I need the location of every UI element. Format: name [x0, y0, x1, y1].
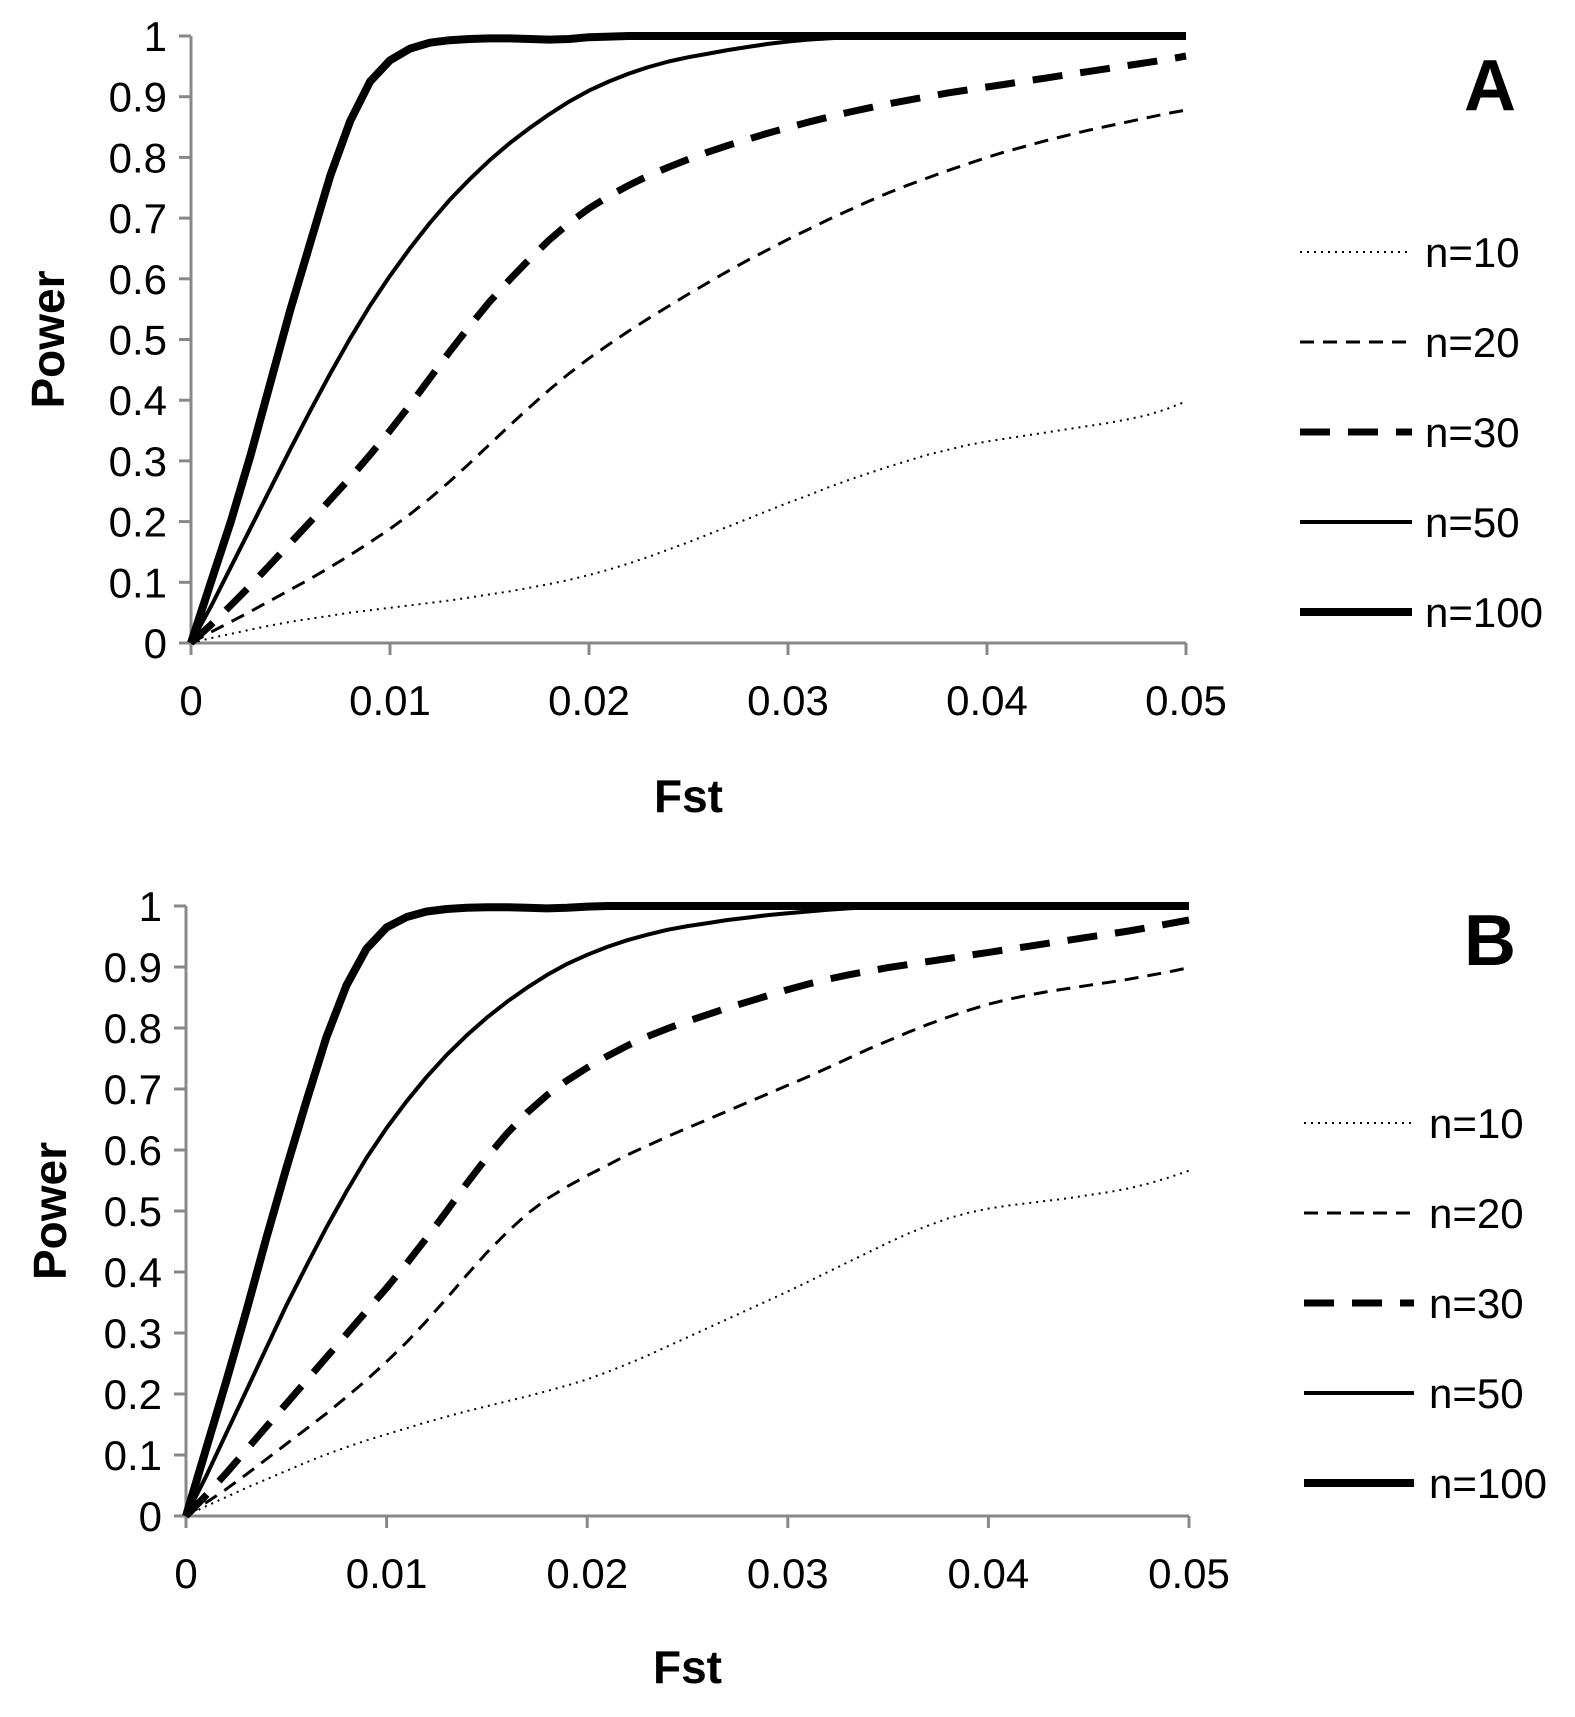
- y-axis-title: Power: [22, 270, 74, 408]
- legend-label: n=50: [1425, 499, 1520, 546]
- y-tick-label: 1: [139, 883, 162, 930]
- y-tick-label: 0: [139, 1493, 162, 1540]
- series-line-n-50: [189, 34, 1186, 644]
- x-tick-label: 0.02: [546, 1550, 628, 1597]
- y-tick-label: 0.1: [109, 559, 167, 606]
- y-tick-label: 0.9: [104, 944, 162, 991]
- legend-label: n=30: [1429, 1280, 1524, 1327]
- y-tick-label: 0.2: [109, 499, 167, 546]
- y-axis-title: Power: [24, 1142, 76, 1280]
- x-tick-label: 0.04: [946, 677, 1028, 724]
- series-line-n-100: [187, 32, 1186, 645]
- x-tick-label: 0.01: [346, 1550, 428, 1597]
- y-tick-label: 0.2: [104, 1371, 162, 1418]
- legend-label: n=100: [1429, 1460, 1547, 1507]
- x-tick-label: 0: [179, 677, 202, 724]
- x-tick-label: 0: [174, 1550, 197, 1597]
- x-tick-label: 0.02: [548, 677, 630, 724]
- x-tick-label: 0.03: [747, 677, 829, 724]
- panel-letter: A: [1464, 46, 1516, 126]
- y-tick-label: 0.1: [104, 1432, 162, 1479]
- x-tick-label: 0.01: [349, 677, 431, 724]
- y-tick-label: 0.9: [109, 74, 167, 121]
- legend-label: n=20: [1429, 1190, 1524, 1237]
- legend-label: n=10: [1425, 229, 1520, 276]
- series-line-n-10: [190, 400, 1187, 644]
- x-tick-label: 0.05: [1145, 677, 1227, 724]
- y-tick-label: 0.6: [104, 1127, 162, 1174]
- legend-label: n=10: [1429, 1100, 1524, 1147]
- series-line-n-20: [185, 966, 1190, 1518]
- y-tick-label: 0.8: [109, 134, 167, 181]
- x-tick-label: 0.04: [948, 1550, 1030, 1597]
- legend-label: n=100: [1425, 589, 1543, 636]
- y-tick-label: 0.4: [109, 377, 167, 424]
- panel-letter: B: [1464, 901, 1516, 981]
- y-tick-label: 0: [144, 620, 167, 667]
- y-tick-label: 0.7: [109, 195, 167, 242]
- series-line-n-20: [190, 108, 1187, 645]
- series-line-n-50: [184, 904, 1189, 1517]
- x-tick-label: 0.03: [747, 1550, 829, 1597]
- panel-b: 0 0.1 0.2 0.3 0.4 0.5 0.6 0.7 0.8 0.9 1 0 0.01 0.02 0.…: [24, 883, 1547, 1693]
- y-tick-label: 0.3: [109, 438, 167, 485]
- y-tick-label: 0.7: [104, 1066, 162, 1113]
- y-tick-label: 0.4: [104, 1249, 162, 1296]
- series-line-n-10: [185, 1169, 1190, 1517]
- legend-label: n=50: [1429, 1370, 1524, 1417]
- y-tick-label: 0.3: [104, 1310, 162, 1357]
- panel-a: 0 0.1 0.2 0.3 0.4 0.5 0.6 0.7 0.8 0.9 1 0 0.01 0.02 0.…: [22, 13, 1543, 822]
- x-axis-title: Fst: [654, 770, 723, 822]
- y-tick-label: 0.5: [104, 1188, 162, 1235]
- series-line-n-30: [183, 916, 1190, 1519]
- series-line-n-100: [182, 902, 1189, 1518]
- x-tick-label: 0.05: [1148, 1550, 1230, 1597]
- y-tick-label: 0.5: [109, 317, 167, 364]
- x-axis-title: Fst: [653, 1641, 722, 1693]
- legend-label: n=20: [1425, 319, 1520, 366]
- y-tick-label: 0.8: [104, 1005, 162, 1052]
- y-tick-label: 0.6: [109, 256, 167, 303]
- legend-label: n=30: [1425, 409, 1520, 456]
- y-tick-label: 1: [144, 13, 167, 60]
